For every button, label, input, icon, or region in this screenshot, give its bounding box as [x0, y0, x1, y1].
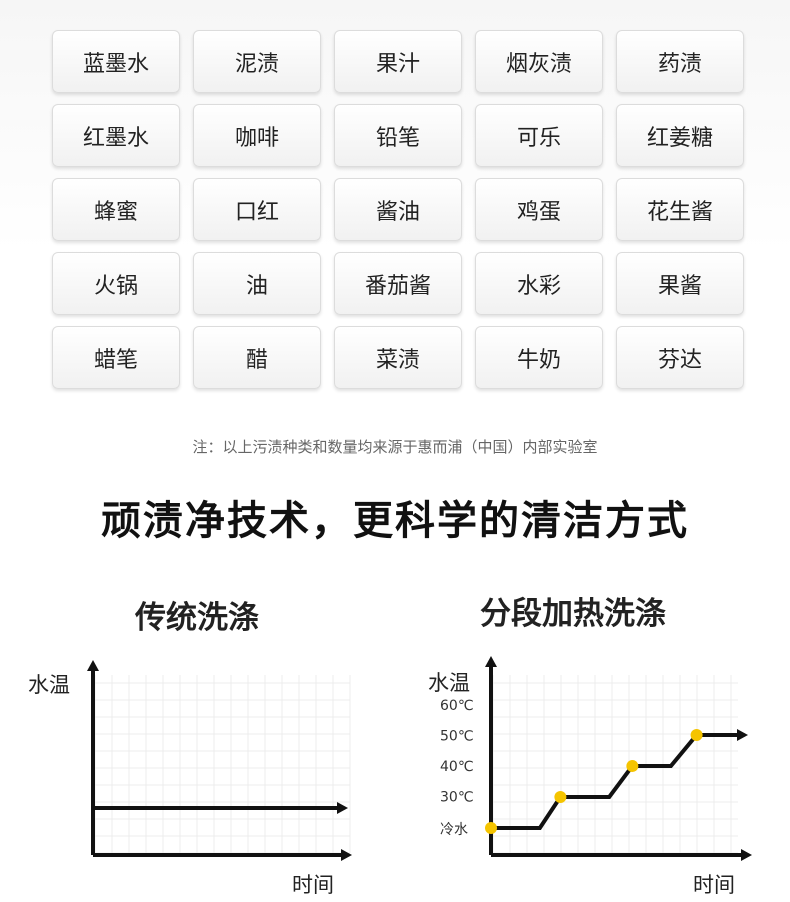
- stain-tile: 油: [193, 252, 321, 315]
- chart-title-traditional: 传统洗涤: [135, 600, 259, 636]
- y-tick-label: 40℃: [440, 759, 474, 775]
- y-axis-arrow: [87, 660, 99, 671]
- stain-tile: 果酱: [616, 252, 744, 315]
- stain-tile: 红墨水: [52, 104, 180, 167]
- data-point-marker: [690, 729, 703, 741]
- data-point-marker: [554, 791, 567, 803]
- stain-grid: 蓝墨水 泥渍 果汁 烟灰渍 药渍红墨水 咖啡 铅笔 可乐 红姜糖蜂蜜 口红 酱油 鸡蛋 花生酱火锅油番茄…: [52, 30, 744, 389]
- stain-tile: 牛奶: [475, 326, 603, 389]
- stain-tile: 咖啡: [193, 104, 321, 167]
- y-axis-label: 水温: [28, 673, 70, 697]
- stain-tile: 泥渍: [193, 30, 321, 93]
- headline: 顽渍净技术，更科学的清洁方式: [101, 498, 689, 544]
- stain-tile: 醋: [193, 326, 321, 389]
- chart-grid: [94, 675, 351, 854]
- stain-tile: 烟灰渍: [475, 30, 603, 93]
- y-axis-label: 水温: [428, 671, 470, 695]
- stain-tile: 菜渍: [334, 326, 462, 389]
- stain-tile: 番茄酱: [334, 252, 462, 315]
- y-tick-label: 50℃: [440, 729, 474, 745]
- stain-tile: 花生酱: [616, 178, 744, 241]
- y-axis-arrow: [485, 656, 497, 667]
- stain-tile: 蜂蜜: [52, 178, 180, 241]
- stain-tile: 蓝墨水: [52, 30, 180, 93]
- stain-tile: 铅笔: [334, 104, 462, 167]
- x-axis-arrow: [341, 849, 352, 861]
- series-arrow: [337, 802, 348, 814]
- stain-tile: 火锅: [52, 252, 180, 315]
- y-tick-label: 冷水: [440, 822, 468, 838]
- chart-grid: [492, 675, 738, 854]
- stain-tile: 果汁: [334, 30, 462, 93]
- y-tick-label: 60℃: [440, 698, 474, 714]
- chart-title-stepped: 分段加热洗涤: [480, 596, 666, 632]
- stain-tile: 红姜糖: [616, 104, 744, 167]
- stain-tile: 芬达: [616, 326, 744, 389]
- stain-tile: 水彩: [475, 252, 603, 315]
- stain-tile: 酱油: [334, 178, 462, 241]
- y-tick-label: 30℃: [440, 790, 474, 806]
- stain-tile: 口红: [193, 178, 321, 241]
- stain-tile: 可乐: [475, 104, 603, 167]
- stain-tile: 药渍: [616, 30, 744, 93]
- data-point-marker: [626, 760, 639, 772]
- x-axis-arrow: [741, 849, 752, 861]
- series-line: [491, 733, 740, 830]
- stain-tile: 蜡笔: [52, 326, 180, 389]
- x-axis-label: 时间: [292, 873, 334, 897]
- stain-tile: 鸡蛋: [475, 178, 603, 241]
- source-note: 注：以上污渍种类和数量均来源于惠而浦（中国）内部实验室: [192, 438, 598, 456]
- data-point-marker: [485, 822, 497, 834]
- x-axis-label: 时间: [693, 873, 735, 897]
- series-arrow: [737, 729, 748, 741]
